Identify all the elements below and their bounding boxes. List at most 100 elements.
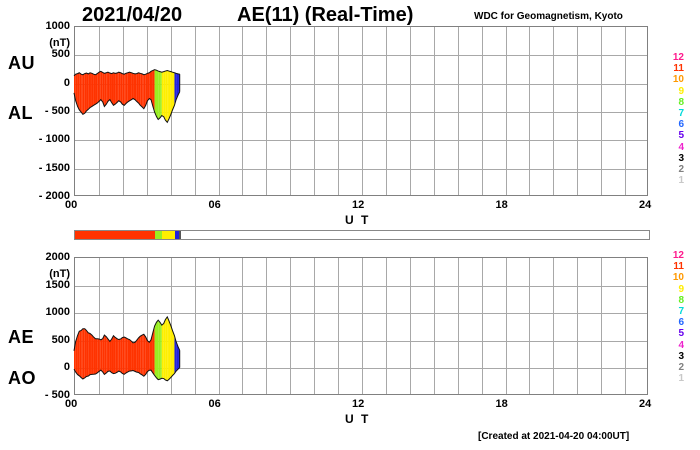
gridline-vertical — [505, 258, 507, 394]
page-title: AE(11) (Real-Time) — [237, 4, 414, 26]
gridline-horizontal — [75, 84, 647, 85]
gridline-horizontal — [75, 112, 647, 113]
gridline-vertical — [266, 27, 268, 195]
gridline-vertical — [529, 27, 531, 195]
gridline-vertical — [529, 258, 531, 394]
legend-item-10: 10 — [672, 74, 684, 86]
legend-item-2: 2 — [678, 361, 684, 373]
gridline-vertical — [385, 27, 387, 195]
gridline-vertical — [362, 27, 363, 195]
y-tick-label: - 500 — [44, 389, 70, 401]
plot-frame-ae-ao — [74, 257, 648, 395]
y-tick-label: - 1500 — [38, 162, 70, 174]
gridline-horizontal — [75, 313, 647, 314]
legend-item-8: 8 — [678, 96, 684, 108]
gridline-vertical — [314, 27, 316, 195]
created-timestamp: [Created at 2021-04-20 04:00UT] — [478, 431, 630, 442]
legend-item-6: 6 — [678, 119, 684, 131]
x-tick-label: 24 — [639, 199, 652, 211]
y-tick-label: 1000 — [45, 20, 70, 32]
gridline-vertical — [338, 258, 340, 394]
gridline-vertical — [194, 258, 196, 394]
x-tick-label: 06 — [208, 199, 221, 211]
y-tick-label: 1500 — [45, 279, 70, 291]
panel-label-al: AL — [8, 103, 33, 123]
x-tick-label: 18 — [495, 398, 508, 410]
station-count-legend-bottom: 12 11 10 9 8 7 6 5 4 3 2 1 — [660, 250, 684, 384]
gridline-vertical — [362, 258, 363, 394]
legend-item-11: 11 — [673, 261, 684, 273]
y-tick-label: 0 — [63, 361, 70, 373]
x-tick-label: 00 — [65, 398, 78, 410]
gridline-horizontal — [75, 286, 647, 287]
panel-label-au: AU — [8, 53, 35, 73]
legend-item-2: 2 — [678, 163, 684, 175]
gridline-vertical — [146, 258, 148, 394]
gridline-horizontal — [75, 140, 647, 141]
y-axis-unit-top: (nT) — [49, 37, 70, 49]
legend-item-1: 1 — [678, 373, 684, 385]
legend-item-9: 9 — [678, 283, 684, 295]
legend-item-6: 6 — [678, 317, 684, 329]
gridline-vertical — [194, 27, 196, 195]
gridline-vertical — [314, 258, 316, 394]
legend-item-4: 4 — [678, 141, 684, 153]
panel-label-ao: AO — [8, 368, 36, 388]
gridline-vertical — [338, 27, 340, 195]
legend-item-3: 3 — [678, 350, 684, 362]
y-tick-label: - 1000 — [38, 133, 70, 145]
gridline-vertical — [433, 258, 435, 394]
y-tick-label: - 500 — [44, 105, 70, 117]
gridline-horizontal — [75, 169, 647, 170]
gridline-vertical — [242, 258, 244, 394]
legend-item-12: 12 — [672, 250, 684, 261]
availability-segment — [175, 231, 179, 239]
gridline-vertical — [170, 258, 172, 394]
gridline-vertical — [290, 27, 292, 195]
legend-item-4: 4 — [678, 339, 684, 351]
legend-item-9: 9 — [678, 85, 684, 97]
gridline-vertical — [625, 27, 627, 195]
legend-item-7: 7 — [678, 107, 684, 119]
gridline-vertical — [409, 258, 411, 394]
gridline-vertical — [625, 258, 627, 394]
y-tick-label: 1000 — [45, 306, 70, 318]
x-tick-label: 12 — [352, 398, 365, 410]
legend-item-3: 3 — [678, 152, 684, 164]
x-tick-label: 12 — [352, 199, 365, 211]
gridline-vertical — [218, 27, 220, 195]
x-tick-label: 24 — [639, 398, 652, 410]
availability-segment — [155, 231, 162, 239]
gridline-vertical — [577, 258, 579, 394]
y-tick-label: 2000 — [45, 251, 70, 263]
gridline-vertical — [385, 258, 387, 394]
legend-item-1: 1 — [678, 175, 684, 187]
gridline-vertical — [409, 27, 411, 195]
legend-item-5: 5 — [678, 130, 684, 142]
gridline-vertical — [553, 258, 555, 394]
gridline-horizontal — [75, 55, 647, 56]
legend-item-5: 5 — [678, 328, 684, 340]
y-tick-label: 0 — [63, 77, 70, 89]
header-date: 2021/04/20 — [82, 4, 183, 26]
gridline-vertical — [481, 27, 483, 195]
gridline-vertical — [601, 258, 603, 394]
x-tick-label: 18 — [495, 199, 508, 211]
gridline-vertical — [122, 258, 124, 394]
gridline-vertical — [290, 258, 292, 394]
gridline-vertical — [218, 258, 220, 394]
legend-item-7: 7 — [678, 305, 684, 317]
station-count-legend-top: 12 11 10 9 8 7 6 5 4 3 2 1 — [660, 52, 684, 186]
gridline-vertical — [505, 27, 507, 195]
gridline-vertical — [242, 27, 244, 195]
panel-label-ae: AE — [8, 327, 35, 347]
x-tick-label: 06 — [208, 398, 221, 410]
data-availability-bar — [74, 230, 650, 240]
availability-segment — [178, 231, 181, 239]
x-axis-title: U T — [345, 213, 371, 227]
gridline-vertical — [601, 27, 603, 195]
gridline-horizontal — [75, 341, 647, 342]
gridline-vertical — [553, 27, 555, 195]
gridline-vertical — [433, 27, 435, 195]
